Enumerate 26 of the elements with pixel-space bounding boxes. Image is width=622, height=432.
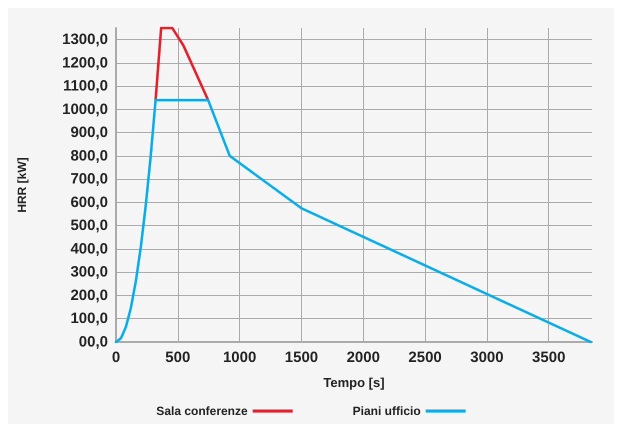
x-tick-label: 500 [165, 349, 190, 366]
y-tick-label: 1100,0 [62, 78, 108, 95]
x-tick-label: 1000 [222, 349, 256, 366]
x-tick-label: 3000 [470, 349, 504, 366]
x-tick-label: 0 [112, 349, 120, 366]
y-tick-label: 400,0 [70, 240, 108, 258]
y-axis-title: HRR [kW] [15, 157, 29, 213]
y-tick-label: 200,0 [70, 286, 108, 304]
y-tick-label: 900,0 [70, 124, 108, 142]
y-tick-label: 300,0 [70, 264, 108, 281]
x-tick-label: 2500 [408, 349, 442, 366]
y-tick-label: 00,0 [78, 334, 108, 350]
y-tick-label: 1200,0 [62, 54, 108, 72]
y-tick-label: 1300,0 [62, 31, 108, 48]
y-tick-label: 700,0 [70, 170, 108, 188]
y-tick-label: 100,0 [70, 310, 108, 328]
y-tick-label: 600,0 [70, 194, 108, 211]
legend-label: Sala conferenze [156, 404, 248, 418]
x-tick-label: 3500 [532, 349, 566, 366]
legend-label: Piani ufficio [352, 404, 421, 418]
x-axis-title: Tempo [s] [323, 375, 385, 390]
y-tick-label: 800,0 [70, 147, 108, 164]
x-tick-label: 2000 [346, 349, 380, 366]
x-tick-label: 1500 [284, 349, 318, 366]
y-tick-label: 1000,0 [62, 100, 108, 118]
y-tick-label: 500,0 [70, 217, 108, 234]
